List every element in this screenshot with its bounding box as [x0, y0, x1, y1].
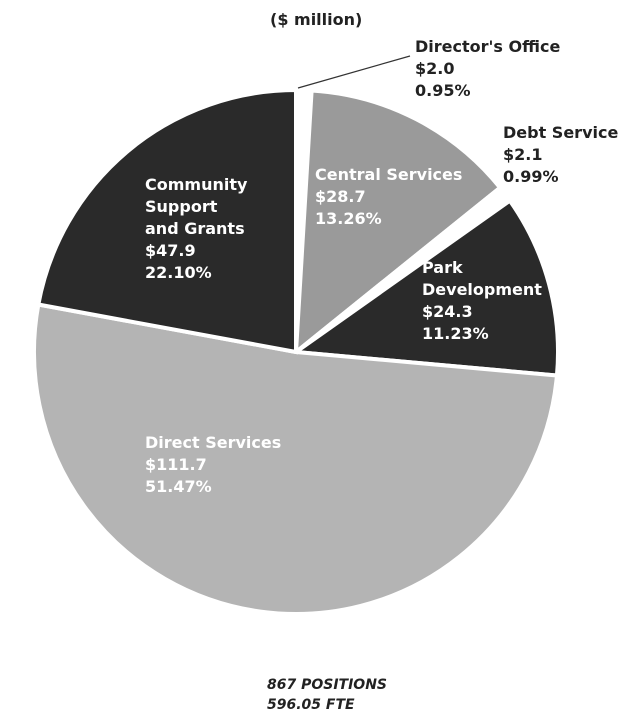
- slice-label-community-support-grants: Community Support and Grants $47.9 22.10%: [145, 175, 248, 282]
- slice-label-central-services: Central Services $28.7 13.26%: [315, 165, 462, 228]
- pie-slice-community-support-grants: [36, 87, 298, 355]
- slice-label-park-development: Park Development $24.3 11.23%: [422, 258, 542, 343]
- slice-label-direct-services: Direct Services $111.7 51.47%: [145, 433, 281, 496]
- pie-slice-direct-services: [32, 302, 560, 616]
- fte-count: 596.05 FTE: [267, 697, 355, 713]
- slice-label-debt-service: Debt Service $2.1 0.99%: [503, 123, 618, 186]
- positions-count: 867 POSITIONS: [267, 677, 388, 693]
- pie-slice-park-development: [290, 197, 560, 378]
- pie-slice-central-services: [293, 88, 503, 357]
- slice-label-directors-office: Director's Office $2.0 0.95%: [415, 37, 560, 100]
- chart-unit-label: ($ million): [270, 10, 363, 29]
- leader-line-directors-office: [297, 55, 411, 89]
